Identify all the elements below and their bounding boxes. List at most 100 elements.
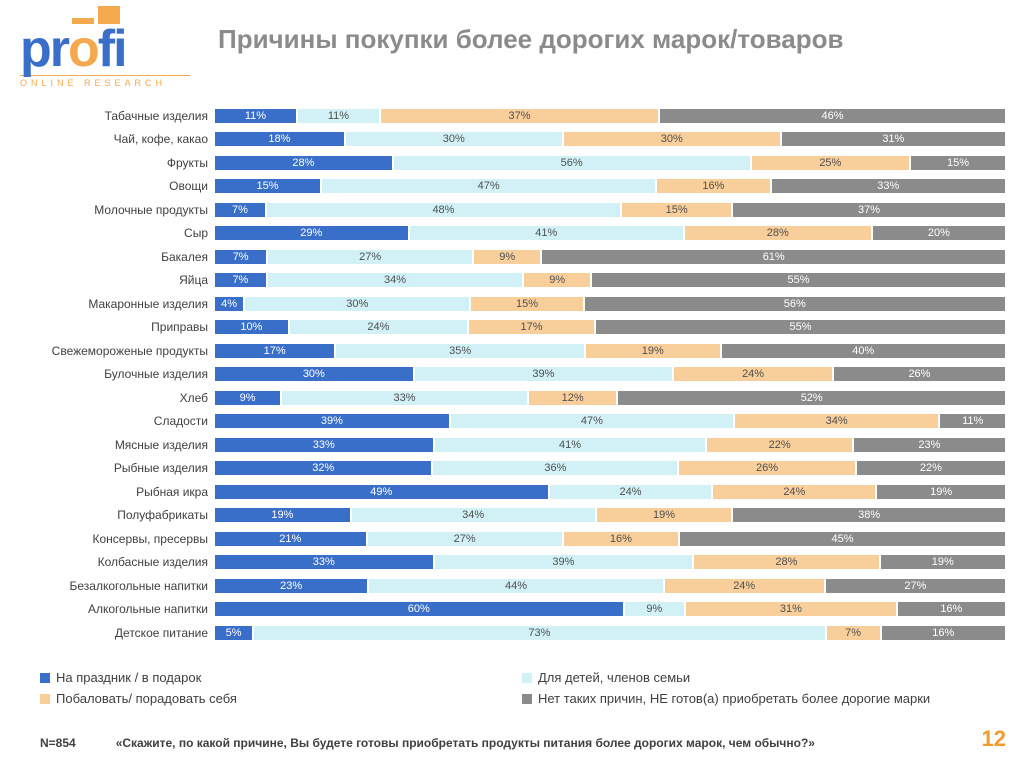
bar-segment: 55%	[595, 319, 1006, 335]
legend-swatch-icon	[522, 694, 532, 704]
survey-question: «Скажите, по какой причине, Вы будете го…	[76, 736, 974, 750]
bar-track: 7%48%15%37%	[214, 202, 1006, 218]
category-label: Рыбная икра	[0, 485, 214, 499]
bar-segment: 33%	[214, 554, 434, 570]
legend-label: На праздник / в подарок	[56, 670, 201, 685]
bar-segment: 40%	[721, 343, 1006, 359]
bar-segment: 7%	[214, 202, 266, 218]
bar-track: 30%39%24%26%	[214, 366, 1006, 382]
chart-row: Безалкогольные напитки23%44%24%27%	[0, 574, 1024, 598]
sample-size: N=854	[40, 736, 76, 750]
category-label: Детское питание	[0, 626, 214, 640]
chart-row: Яйца7%34%9%55%	[0, 269, 1024, 293]
bar-segment: 16%	[656, 178, 770, 194]
bar-segment: 17%	[214, 343, 335, 359]
chart-row: Детское питание5%73%7%16%	[0, 621, 1024, 645]
bar-segment: 25%	[751, 155, 911, 171]
bar-segment: 56%	[584, 296, 1006, 312]
bar-segment: 48%	[266, 202, 621, 218]
legend-label: Побаловать/ порадовать себя	[56, 691, 237, 706]
bar-segment: 47%	[321, 178, 656, 194]
category-label: Сыр	[0, 226, 214, 240]
chart-row: Булочные изделия30%39%24%26%	[0, 363, 1024, 387]
bar-segment: 26%	[678, 460, 856, 476]
bar-segment: 23%	[214, 578, 368, 594]
bar-segment: 23%	[853, 437, 1006, 453]
category-label: Фрукты	[0, 156, 214, 170]
chart-row: Овощи15%47%16%33%	[0, 175, 1024, 199]
bar-track: 15%47%16%33%	[214, 178, 1006, 194]
category-label: Табачные изделия	[0, 109, 214, 123]
chart-row: Полуфабрикаты19%34%19%38%	[0, 504, 1024, 528]
bar-segment: 19%	[596, 507, 733, 523]
legend-swatch-icon	[40, 673, 50, 683]
chart-row: Консервы, пресервы21%27%16%45%	[0, 527, 1024, 551]
bar-segment: 20%	[872, 225, 1006, 241]
bar-segment: 16%	[881, 625, 1006, 641]
legend-label: Нет таких причин, НЕ готов(а) приобретат…	[538, 691, 930, 706]
bar-segment: 27%	[825, 578, 1006, 594]
bar-segment: 33%	[214, 437, 434, 453]
bar-segment: 19%	[880, 554, 1006, 570]
bar-track: 39%47%34%11%	[214, 413, 1006, 429]
bar-segment: 7%	[214, 272, 267, 288]
category-label: Рыбные изделия	[0, 461, 214, 475]
bar-track: 28%56%25%15%	[214, 155, 1006, 171]
bar-segment: 9%	[473, 249, 542, 265]
bar-segment: 19%	[876, 484, 1006, 500]
bar-segment: 31%	[781, 131, 1006, 147]
category-label: Овощи	[0, 179, 214, 193]
chart-row: Чай, кофе, какао18%30%30%31%	[0, 128, 1024, 152]
bar-segment: 24%	[673, 366, 833, 382]
bar-segment: 33%	[771, 178, 1006, 194]
bar-segment: 5%	[214, 625, 253, 641]
bar-segment: 56%	[393, 155, 751, 171]
bar-segment: 9%	[523, 272, 591, 288]
bar-track: 33%41%22%23%	[214, 437, 1006, 453]
category-label: Хлеб	[0, 391, 214, 405]
category-label: Макаронные изделия	[0, 297, 214, 311]
bar-segment: 60%	[214, 601, 624, 617]
chart-row: Мясные изделия33%41%22%23%	[0, 433, 1024, 457]
chart-row: Сыр29%41%28%20%	[0, 222, 1024, 246]
bar-track: 9%33%12%52%	[214, 390, 1006, 406]
bar-track: 7%34%9%55%	[214, 272, 1006, 288]
bar-segment: 37%	[380, 108, 659, 124]
bar-segment: 24%	[549, 484, 713, 500]
bar-segment: 19%	[585, 343, 721, 359]
category-label: Сладости	[0, 414, 214, 428]
bar-segment: 52%	[617, 390, 1006, 406]
bar-track: 5%73%7%16%	[214, 625, 1006, 641]
bar-segment: 37%	[732, 202, 1006, 218]
bar-segment: 61%	[541, 249, 1006, 265]
bar-segment: 34%	[734, 413, 940, 429]
bar-segment: 24%	[289, 319, 468, 335]
bar-segment: 9%	[214, 390, 281, 406]
legend-item: Побаловать/ порадовать себя	[40, 691, 522, 706]
bar-segment: 12%	[528, 390, 618, 406]
chart-row: Алкогольные напитки60%9%31%16%	[0, 598, 1024, 622]
chart-row: Приправы10%24%17%55%	[0, 316, 1024, 340]
bar-segment: 29%	[214, 225, 409, 241]
bar-segment: 39%	[214, 413, 450, 429]
brand-logo: profi ONLINE RESEARCH	[20, 18, 190, 88]
bar-track: 21%27%16%45%	[214, 531, 1006, 547]
bar-segment: 46%	[659, 108, 1006, 124]
bar-segment: 24%	[712, 484, 876, 500]
bar-segment: 11%	[939, 413, 1006, 429]
legend-item: Для детей, членов семьи	[522, 670, 1004, 685]
bar-segment: 15%	[214, 178, 321, 194]
bar-segment: 34%	[267, 272, 523, 288]
bar-segment: 22%	[856, 460, 1006, 476]
legend-swatch-icon	[522, 673, 532, 683]
bar-segment: 7%	[826, 625, 881, 641]
bar-segment: 15%	[470, 296, 583, 312]
chart-row: Свежемороженые продукты17%35%19%40%	[0, 339, 1024, 363]
bar-segment: 21%	[214, 531, 367, 547]
bar-segment: 41%	[434, 437, 707, 453]
legend-item: На праздник / в подарок	[40, 670, 522, 685]
bar-segment: 7%	[214, 249, 267, 265]
bar-segment: 18%	[214, 131, 345, 147]
bar-segment: 15%	[621, 202, 732, 218]
bar-segment: 22%	[706, 437, 852, 453]
